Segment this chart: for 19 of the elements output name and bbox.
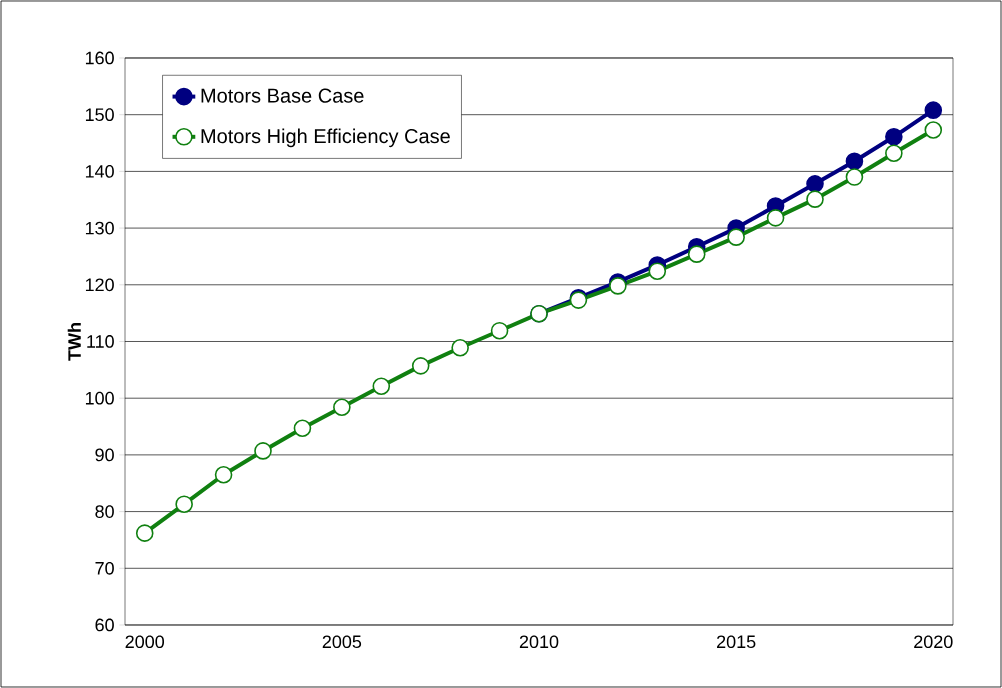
y-tick-label: 120 bbox=[85, 278, 114, 292]
y-tick-label: 150 bbox=[85, 108, 114, 122]
y-tick-label: 100 bbox=[85, 391, 114, 405]
y-tick-label: 80 bbox=[95, 505, 114, 518]
y-tick-label: 160 bbox=[85, 51, 114, 65]
y-tick-label: 60 bbox=[95, 618, 114, 632]
x-tick-label: 2015 bbox=[717, 635, 756, 649]
y-tick-label: 140 bbox=[85, 165, 114, 178]
y-axis-title: TWh bbox=[67, 323, 81, 361]
x-tick-label: 2005 bbox=[322, 635, 362, 649]
x-tick-label: 2000 bbox=[125, 635, 165, 649]
x-tick-label: 2010 bbox=[519, 635, 559, 649]
x-tick-label: 2020 bbox=[914, 635, 953, 649]
legend-label: Motors Base Case bbox=[201, 88, 364, 103]
y-tick-label: 90 bbox=[95, 448, 114, 462]
y-tick-label: 130 bbox=[85, 221, 114, 235]
y-tick-label: 110 bbox=[87, 335, 114, 348]
y-tick-label: 70 bbox=[95, 561, 114, 575]
legend-label: Motors High Efficiency Case bbox=[201, 128, 450, 148]
